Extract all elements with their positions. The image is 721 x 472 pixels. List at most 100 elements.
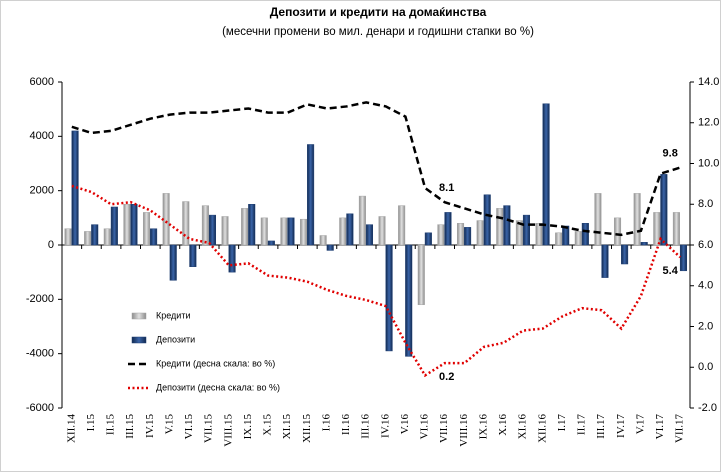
y2-tick-label: 8.0 <box>698 198 713 210</box>
y2-tick-label: 14.0 <box>698 76 719 88</box>
bar <box>542 103 550 246</box>
line-series <box>71 184 682 378</box>
x-tick-label: IX.16 <box>477 414 489 440</box>
bar <box>201 205 209 246</box>
bar <box>483 194 491 246</box>
bar <box>562 225 570 246</box>
x-tick-label: III.16 <box>360 414 372 439</box>
bar <box>287 217 295 246</box>
bar <box>142 212 151 246</box>
chart-subtitle: (месечни промени во мил. денари и годишн… <box>222 26 534 38</box>
bar <box>64 228 72 246</box>
bar <box>189 244 197 267</box>
bar <box>248 204 256 246</box>
legend-label: Депозити <box>156 334 195 344</box>
x-tick-label: IV.15 <box>144 414 156 438</box>
y2-tick-label: -2.0 <box>698 402 717 414</box>
x-tick-label: VIII.15 <box>222 414 234 447</box>
legend-swatch <box>131 312 147 320</box>
bar <box>169 244 177 281</box>
bar <box>555 232 563 246</box>
x-tick-label: IV.17 <box>615 414 627 438</box>
x-tick-label: I.16 <box>320 414 332 432</box>
x-tick-label: V.16 <box>399 414 411 435</box>
bar <box>672 212 680 246</box>
y2-tick-label: 10.0 <box>698 157 719 169</box>
x-tick-label: V.15 <box>163 414 175 435</box>
y-tick-label: -4000 <box>26 348 54 360</box>
y2-tick-label: 6.0 <box>698 239 713 251</box>
bar <box>260 217 268 246</box>
line-series <box>71 101 681 237</box>
legend-label: Кредити <box>156 310 190 320</box>
bar <box>84 231 92 246</box>
data-label: 5.4 <box>663 265 679 277</box>
x-tick-label: XI.15 <box>281 414 293 440</box>
bar <box>496 208 504 246</box>
data-label: 8.1 <box>439 182 454 194</box>
x-tick-label: III.15 <box>124 414 136 439</box>
bar <box>464 227 472 246</box>
bar <box>417 244 425 306</box>
bar <box>307 144 315 246</box>
bar <box>208 214 217 246</box>
bar <box>574 231 582 246</box>
x-tick-label: VIII.16 <box>458 414 470 447</box>
x-tick-label: VII.17 <box>674 414 686 444</box>
bar <box>424 232 432 246</box>
y-tick-label: -2000 <box>26 293 54 305</box>
bar <box>581 223 589 246</box>
legend-swatch <box>131 336 147 344</box>
bar <box>91 224 99 246</box>
bar <box>365 224 374 246</box>
bar <box>346 213 354 246</box>
bar <box>653 212 661 246</box>
bar <box>503 205 511 246</box>
bar <box>456 223 465 246</box>
x-tick-label: VI.15 <box>183 414 195 440</box>
bar <box>221 216 229 246</box>
data-label: 0.2 <box>439 371 454 383</box>
x-tick-label: IX.15 <box>242 414 254 440</box>
bar <box>241 208 249 246</box>
bar <box>267 240 275 246</box>
y-tick-label: 6000 <box>30 76 54 88</box>
x-tick-label: II.15 <box>105 414 117 436</box>
legend-label: Депозити (десна скала: во %) <box>156 382 280 392</box>
y2-tick-label: 0.0 <box>698 361 713 373</box>
bar <box>522 214 531 246</box>
x-tick-label: VI.17 <box>654 414 666 440</box>
bar <box>71 130 79 246</box>
bar <box>633 193 641 246</box>
x-tick-label: XII.14 <box>65 414 77 444</box>
x-tick-label: II.17 <box>576 414 588 436</box>
bar <box>130 204 138 246</box>
x-tick-label: VII.15 <box>203 414 215 444</box>
bar <box>437 224 445 246</box>
x-tick-label: III.17 <box>595 414 607 439</box>
x-tick-label: VI.16 <box>419 414 431 440</box>
bar <box>515 220 523 246</box>
bar <box>398 205 406 246</box>
y-tick-label: -6000 <box>26 402 54 414</box>
x-tick-label: IV.16 <box>379 414 391 438</box>
x-tick-label: XII.16 <box>536 414 548 444</box>
x-tick-label: VII.16 <box>438 414 450 444</box>
bar <box>535 223 543 246</box>
x-tick-label: I.15 <box>85 414 97 432</box>
bar <box>319 235 327 246</box>
x-tick-label: XII.15 <box>301 414 313 444</box>
bar <box>110 206 118 246</box>
bar <box>182 201 190 246</box>
bar <box>613 217 622 246</box>
bar <box>621 244 629 265</box>
y2-tick-label: 12.0 <box>698 117 719 129</box>
bar <box>228 244 236 273</box>
bar <box>123 204 131 246</box>
bar <box>444 212 452 246</box>
bar <box>601 244 609 278</box>
legend-label: Кредити (десна скала: во %) <box>156 358 275 368</box>
y2-tick-label: 4.0 <box>698 280 713 292</box>
bar <box>103 228 111 246</box>
